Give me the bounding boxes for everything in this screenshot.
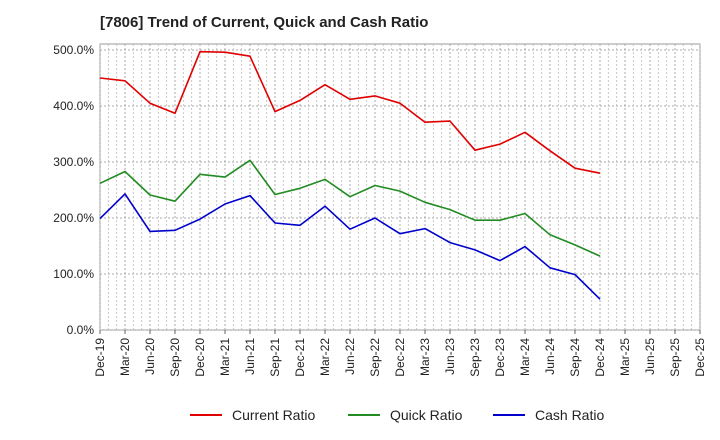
legend-label-cash-ratio: Cash Ratio <box>535 407 604 423</box>
x-tick-label: Dec-20 <box>193 338 207 377</box>
series-line-current-ratio <box>99 50 601 174</box>
x-tick-label: Sep-22 <box>368 338 382 377</box>
y-tick-label: 200.0% <box>53 211 94 225</box>
legend-label-quick-ratio: Quick Ratio <box>390 407 463 423</box>
x-tick-label: Dec-24 <box>593 338 607 377</box>
x-tick-label: Jun-22 <box>343 338 357 375</box>
y-tick-label: 500.0% <box>53 43 94 57</box>
x-tick-label: Mar-20 <box>118 338 132 376</box>
x-tick-label: Jun-23 <box>443 338 457 375</box>
x-tick-label: Sep-21 <box>268 338 282 377</box>
x-tick-label: Dec-21 <box>293 338 307 377</box>
x-tick-label: Sep-20 <box>168 338 182 377</box>
series-line-quick-ratio <box>99 159 601 257</box>
x-tick-label: Dec-22 <box>393 338 407 377</box>
x-tick-label: Jun-20 <box>143 338 157 375</box>
x-tick-label: Mar-25 <box>618 338 632 376</box>
x-tick-label: Dec-25 <box>693 338 707 377</box>
x-tick-label: Jun-25 <box>643 338 657 375</box>
plot-frame <box>99 43 701 331</box>
x-tick-label: Dec-19 <box>93 338 107 377</box>
x-tick-label: Mar-21 <box>218 338 232 376</box>
x-tick-label: Dec-23 <box>493 338 507 377</box>
legend-label-current-ratio: Current Ratio <box>232 407 315 423</box>
x-tick-label: Mar-22 <box>318 338 332 376</box>
x-tick-label: Mar-23 <box>418 338 432 376</box>
x-tick-label: Sep-23 <box>468 338 482 377</box>
series-line-cash-ratio <box>99 193 601 300</box>
x-tick-label: Jun-21 <box>243 338 257 375</box>
y-tick-label: 0.0% <box>67 323 95 337</box>
x-tick-label: Sep-24 <box>568 338 582 377</box>
y-tick-label: 100.0% <box>53 267 94 281</box>
x-tick-label: Sep-25 <box>668 338 682 377</box>
chart-title: [7806] Trend of Current, Quick and Cash … <box>100 14 429 31</box>
y-tick-label: 300.0% <box>53 155 94 169</box>
x-tick-label: Mar-24 <box>518 338 532 376</box>
x-tick-label: Jun-24 <box>543 338 557 375</box>
y-tick-label: 400.0% <box>53 99 94 113</box>
